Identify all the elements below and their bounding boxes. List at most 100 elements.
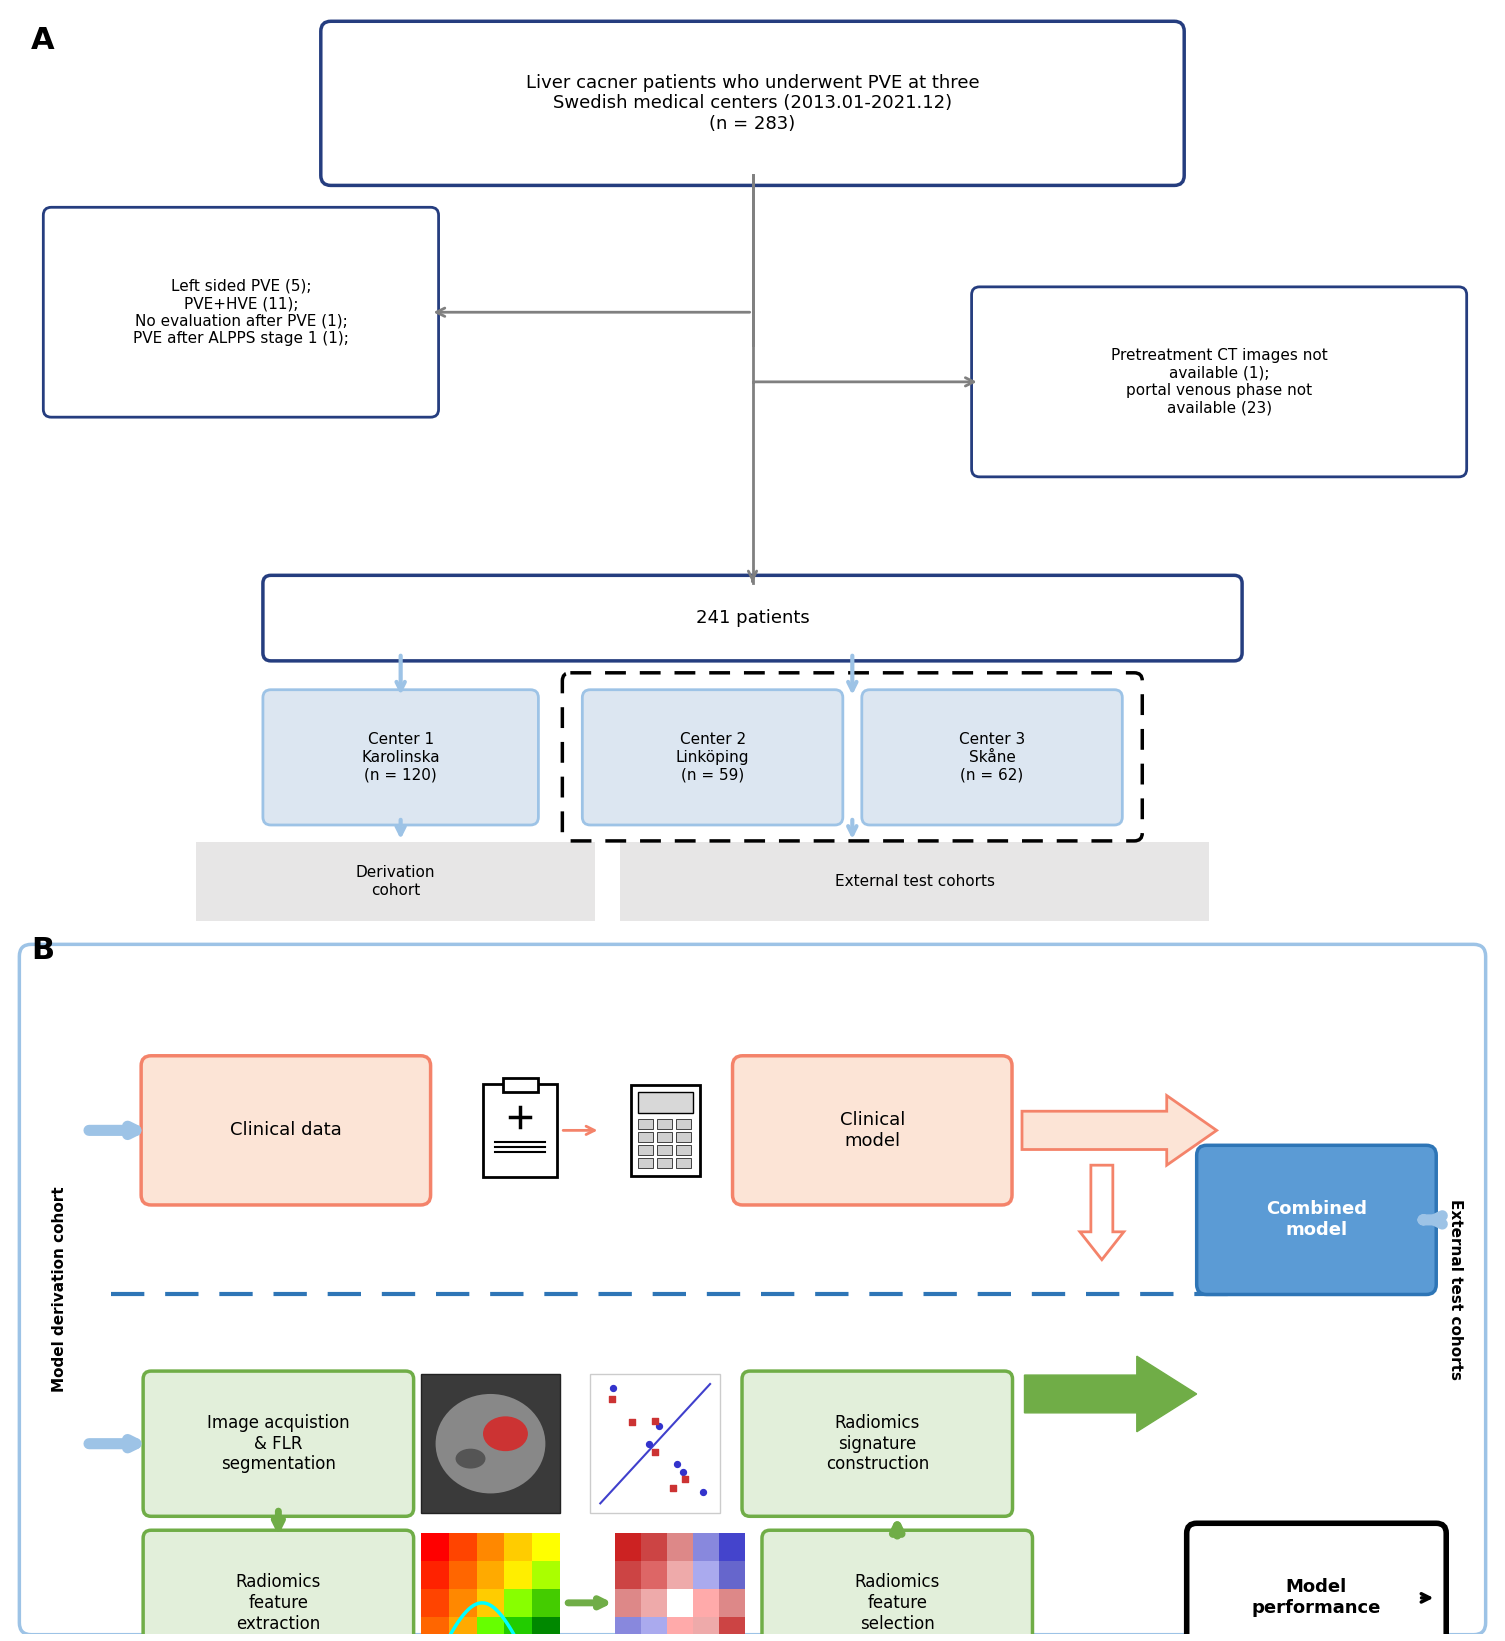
- Bar: [420, 1561, 448, 1588]
- Point: [665, 1451, 689, 1477]
- FancyBboxPatch shape: [972, 287, 1467, 478]
- FancyBboxPatch shape: [141, 1055, 430, 1204]
- Text: Clinical
model: Clinical model: [840, 1111, 905, 1150]
- Bar: [504, 1561, 533, 1588]
- Text: Center 3
Skåne
(n = 62): Center 3 Skåne (n = 62): [959, 732, 1025, 783]
- Bar: [719, 1561, 745, 1588]
- Bar: [420, 1588, 448, 1616]
- Text: External test cohorts: External test cohorts: [835, 875, 995, 889]
- Text: Center 2
Linköping
(n = 59): Center 2 Linköping (n = 59): [676, 732, 749, 783]
- Bar: [616, 1616, 641, 1641]
- Bar: [676, 1132, 691, 1142]
- Text: Radiomics
feature
selection: Radiomics feature selection: [855, 1574, 941, 1633]
- Text: B: B: [32, 937, 54, 965]
- Bar: [504, 1588, 533, 1616]
- Bar: [533, 1561, 560, 1588]
- Bar: [533, 1588, 560, 1616]
- Text: External test cohorts: External test cohorts: [1448, 1200, 1463, 1380]
- Bar: [719, 1616, 745, 1641]
- Point: [620, 1410, 644, 1436]
- Polygon shape: [1025, 1355, 1196, 1431]
- Text: Combined
model: Combined model: [1266, 1201, 1367, 1239]
- FancyBboxPatch shape: [143, 1531, 414, 1641]
- Bar: [477, 1588, 504, 1616]
- Bar: [638, 1119, 653, 1129]
- Point: [643, 1439, 667, 1465]
- FancyBboxPatch shape: [762, 1531, 1032, 1641]
- Bar: [196, 842, 596, 922]
- Text: 241 patients: 241 patients: [695, 609, 810, 627]
- FancyBboxPatch shape: [44, 207, 438, 417]
- Bar: [641, 1533, 667, 1561]
- Bar: [616, 1588, 641, 1616]
- Bar: [656, 1145, 671, 1155]
- Bar: [667, 1616, 694, 1641]
- Bar: [719, 1533, 745, 1561]
- Bar: [504, 1616, 533, 1641]
- Bar: [533, 1616, 560, 1641]
- Text: Radiomics
feature
extraction: Radiomics feature extraction: [236, 1574, 321, 1633]
- Bar: [641, 1588, 667, 1616]
- Bar: [504, 1533, 533, 1561]
- FancyBboxPatch shape: [733, 1055, 1011, 1204]
- FancyBboxPatch shape: [263, 689, 539, 825]
- Point: [647, 1413, 671, 1439]
- Text: Image acquistion
& FLR
segmentation: Image acquistion & FLR segmentation: [208, 1415, 349, 1474]
- Bar: [641, 1616, 667, 1641]
- Ellipse shape: [483, 1416, 528, 1451]
- Bar: [477, 1616, 504, 1641]
- Text: Model
performance: Model performance: [1252, 1579, 1382, 1618]
- Bar: [676, 1159, 691, 1168]
- Text: Radiomics
signature
construction: Radiomics signature construction: [826, 1415, 929, 1474]
- Point: [691, 1479, 715, 1505]
- Point: [671, 1459, 695, 1485]
- Bar: [420, 1374, 560, 1513]
- Text: Pretreatment CT images not
available (1);
portal venous phase not
available (23): Pretreatment CT images not available (1)…: [1111, 348, 1327, 415]
- Bar: [656, 1132, 671, 1142]
- FancyBboxPatch shape: [862, 689, 1123, 825]
- Text: A: A: [32, 26, 56, 56]
- Text: Center 1
Karolinska
(n = 120): Center 1 Karolinska (n = 120): [361, 732, 439, 783]
- Bar: [694, 1533, 719, 1561]
- FancyBboxPatch shape: [321, 21, 1184, 185]
- Bar: [448, 1533, 477, 1561]
- Bar: [448, 1561, 477, 1588]
- Bar: [420, 1533, 448, 1561]
- Bar: [638, 1091, 692, 1114]
- Bar: [676, 1145, 691, 1155]
- Bar: [667, 1561, 694, 1588]
- Bar: [620, 842, 1209, 922]
- Text: Liver cacner patients who underwent PVE at three
Swedish medical centers (2013.0: Liver cacner patients who underwent PVE …: [525, 74, 980, 133]
- Text: Left sided PVE (5);
PVE+HVE (11);
No evaluation after PVE (1);
PVE after ALPPS s: Left sided PVE (5); PVE+HVE (11); No eva…: [132, 279, 349, 346]
- Bar: [533, 1533, 560, 1561]
- FancyBboxPatch shape: [1196, 1145, 1436, 1295]
- Ellipse shape: [435, 1393, 545, 1493]
- FancyBboxPatch shape: [263, 576, 1242, 661]
- Bar: [656, 1159, 671, 1168]
- Bar: [676, 1119, 691, 1129]
- Text: Derivation
cohort: Derivation cohort: [355, 865, 435, 898]
- Bar: [719, 1588, 745, 1616]
- FancyBboxPatch shape: [582, 689, 843, 825]
- FancyBboxPatch shape: [483, 1083, 557, 1177]
- FancyBboxPatch shape: [1187, 1523, 1446, 1641]
- Text: Clinical data: Clinical data: [230, 1121, 342, 1139]
- Point: [600, 1375, 625, 1401]
- Bar: [616, 1561, 641, 1588]
- Bar: [638, 1132, 653, 1142]
- Bar: [420, 1616, 448, 1641]
- Point: [673, 1465, 697, 1492]
- FancyBboxPatch shape: [631, 1085, 700, 1177]
- Bar: [448, 1616, 477, 1641]
- Bar: [656, 1119, 671, 1129]
- FancyBboxPatch shape: [143, 1372, 414, 1516]
- Bar: [694, 1588, 719, 1616]
- Bar: [641, 1561, 667, 1588]
- Point: [643, 1408, 667, 1434]
- Bar: [590, 1374, 719, 1513]
- Polygon shape: [1081, 1165, 1124, 1260]
- Bar: [694, 1616, 719, 1641]
- Bar: [477, 1533, 504, 1561]
- Bar: [477, 1561, 504, 1588]
- Bar: [420, 1533, 560, 1641]
